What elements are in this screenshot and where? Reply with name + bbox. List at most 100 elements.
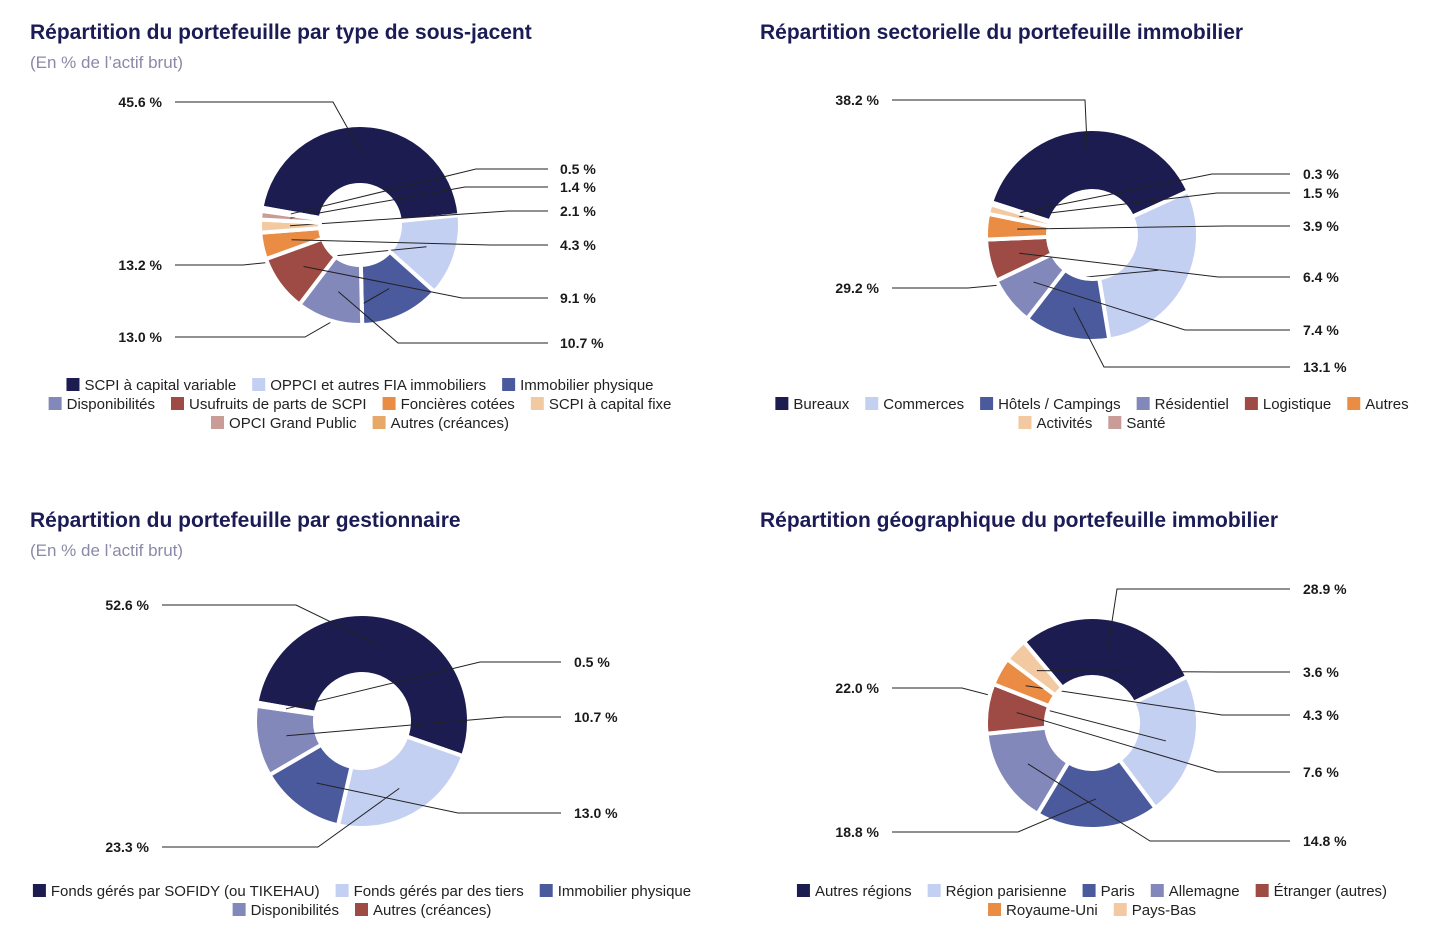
- legend-item-opci-grand-public: OPCI Grand Public: [211, 415, 357, 432]
- leader-line-autres-regions: [1107, 588, 1290, 649]
- data-label-opci-grand-public: 1.4 %: [560, 179, 596, 195]
- legend-label: Allemagne: [1169, 883, 1240, 900]
- legend-label: Fonds gérés par des tiers: [354, 883, 524, 900]
- legend-item-autres: Autres: [1347, 396, 1409, 413]
- data-label-logistique: 6.4 %: [1303, 269, 1339, 285]
- legend-label: Paris: [1101, 883, 1135, 900]
- slice-fonds-geres-par-sofidy-ou-tikehau: [254, 612, 471, 759]
- data-label-autres-regions: 28.9 %: [1303, 581, 1347, 597]
- legend-swatch: [1018, 416, 1032, 429]
- legend-label: Santé: [1126, 415, 1165, 432]
- data-label-bureaux: 38.2 %: [835, 92, 879, 108]
- leader-line-hotels-campings: [1073, 307, 1290, 368]
- donut-chart-2: 38.2 % 29.2 % 13.1 % 7.4 % 6.4 % 3.9 % 1.5 % 0.…: [775, 92, 1409, 432]
- slice-region-parisienne: [1117, 674, 1200, 810]
- chart3-subtitle: (En % de l’actif brut): [30, 541, 184, 560]
- leader-line-autres: [1017, 225, 1290, 230]
- leader-line-oppci-et-autres-fia-immobiliers: [175, 246, 427, 266]
- leader-line-logistique: [1019, 252, 1290, 278]
- legend-item-etranger-autres: Étranger (autres): [1255, 883, 1387, 900]
- data-label-disponibilites: 10.7 %: [574, 709, 618, 725]
- data-label-disponibilites: 10.7 %: [560, 335, 604, 351]
- legend-label: SCPI à capital fixe: [549, 396, 672, 413]
- slice-fonds-geres-par-des-tiers: [335, 734, 466, 830]
- leader-line-immobilier-physique: [316, 782, 561, 814]
- data-label-hotels-campings: 13.1 %: [1303, 359, 1347, 375]
- legend-label: Royaume-Uni: [1006, 902, 1098, 919]
- data-label-region-parisienne: 22.0 %: [835, 680, 879, 696]
- legend-item-commerces: Commerces: [865, 396, 964, 413]
- data-label-sante: 0.3 %: [1303, 166, 1339, 182]
- legend-item-immobilier-physique: Immobilier physique: [502, 377, 654, 394]
- chart1-subtitle: (En % de l’actif brut): [30, 53, 184, 72]
- data-label-activites: 1.5 %: [1303, 185, 1339, 201]
- legend-label: Immobilier physique: [558, 883, 691, 900]
- legend-swatch: [988, 903, 1002, 916]
- legend-item-fonds-geres-par-des-tiers: Fonds gérés par des tiers: [335, 883, 524, 900]
- legend-item-foncieres-cotees: Foncières cotées: [382, 396, 515, 413]
- leader-line-autres-creances: [285, 661, 561, 710]
- legend-label: Foncières cotées: [401, 396, 515, 413]
- data-label-scpi-a-capital-fixe: 2.1 %: [560, 203, 596, 219]
- legend-swatch: [502, 378, 516, 391]
- legend-swatch: [382, 397, 396, 410]
- legend-swatch: [66, 378, 80, 391]
- legend-label: Bureaux: [793, 396, 849, 413]
- data-label-autres: 3.9 %: [1303, 218, 1339, 234]
- legend-swatch: [539, 884, 553, 897]
- legend-2: Bureaux Commerces Hôtels / Campings Résiden…: [775, 396, 1409, 432]
- leader-line-opci-grand-public: [290, 186, 548, 219]
- slice-bureaux: [989, 127, 1191, 224]
- legend-item-immobilier-physique: Immobilier physique: [539, 883, 691, 900]
- leader-line-commerces: [892, 269, 1159, 289]
- legend-label: Pays-Bas: [1132, 902, 1196, 919]
- legend-swatch: [211, 416, 225, 429]
- leader-line-pays-bas: [1036, 670, 1290, 673]
- chart1-title: Répartition du portefeuille par type de …: [30, 21, 532, 44]
- legend-swatch: [1136, 397, 1150, 410]
- legend-swatch: [1108, 416, 1122, 429]
- legend-swatch: [980, 397, 994, 410]
- legend-item-paris: Paris: [1082, 883, 1135, 900]
- legend-swatch: [48, 397, 62, 410]
- legend-label: Hôtels / Campings: [998, 396, 1121, 413]
- data-label-paris: 18.8 %: [835, 824, 879, 840]
- legend-swatch: [796, 884, 810, 897]
- slice-scpi-a-capital-variable: [259, 123, 462, 224]
- legend-item-residentiel: Résidentiel: [1136, 396, 1229, 413]
- chart4-title: Répartition géographique du portefeuille…: [760, 509, 1279, 532]
- data-label-autres-creances: 0.5 %: [560, 161, 596, 177]
- legend-item-region-parisienne: Région parisienne: [927, 883, 1067, 900]
- legend-swatch: [1347, 397, 1361, 410]
- slice-commerces: [1097, 189, 1200, 342]
- slice-autres-regions: [1021, 615, 1190, 705]
- legend-label: Disponibilités: [67, 396, 155, 413]
- data-label-etranger-autres: 7.6 %: [1303, 764, 1339, 780]
- leader-line-residentiel: [1033, 281, 1290, 331]
- legend-1: SCPI à capital variable OPPCI et autres F…: [48, 377, 672, 432]
- legend-label: Résidentiel: [1155, 396, 1229, 413]
- legend-item-autres-creances: Autres (créances): [372, 415, 509, 432]
- data-label-scpi-a-capital-variable: 45.6 %: [118, 94, 162, 110]
- legend-label: Fonds gérés par SOFIDY (ou TIKEHAU): [51, 883, 320, 900]
- leader-line-usufruits-de-parts-de-scpi: [303, 265, 548, 299]
- legend-label: Immobilier physique: [520, 377, 653, 394]
- legend-swatch: [865, 397, 879, 410]
- data-label-fonds-geres-par-sofidy-ou-tikehau: 52.6 %: [105, 597, 149, 613]
- legend-swatch: [1150, 884, 1164, 897]
- data-label-immobilier-physique: 13.0 %: [118, 329, 162, 345]
- slice-pays-bas: [1005, 639, 1065, 698]
- legend-swatch: [372, 416, 386, 429]
- donut-chart-1: 45.6 % 13.2 % 13.0 % 10.7 % 9.1 % 4.3 % 2.1 % 1…: [48, 94, 672, 432]
- legend-label: Commerces: [883, 396, 964, 413]
- leader-line-bureaux: [892, 99, 1089, 161]
- legend-swatch: [1082, 884, 1096, 897]
- legend-item-fonds-geres-par-sofidy-ou-tikehau: Fonds gérés par SOFIDY (ou TIKEHAU): [32, 883, 320, 900]
- legend-swatch: [530, 397, 544, 410]
- legend-label: Autres (créances): [391, 415, 509, 432]
- legend-item-bureaux: Bureaux: [775, 396, 850, 413]
- leader-line-activites: [1019, 192, 1290, 218]
- leader-line-disponibilites: [286, 716, 561, 737]
- legend-item-disponibilites: Disponibilités: [48, 396, 155, 413]
